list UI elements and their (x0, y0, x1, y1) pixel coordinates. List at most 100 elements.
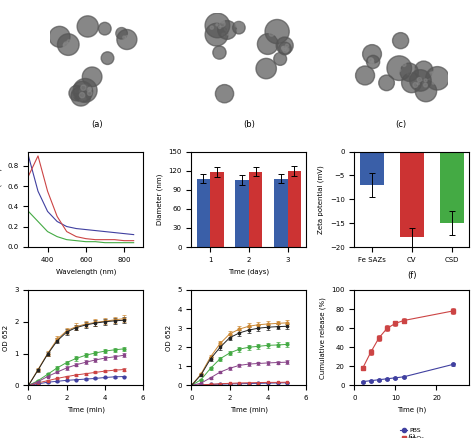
Circle shape (101, 28, 107, 33)
Circle shape (118, 32, 122, 35)
Circle shape (280, 33, 283, 36)
Circle shape (238, 25, 242, 29)
Circle shape (270, 45, 274, 49)
Text: (d): (d) (80, 311, 92, 321)
Circle shape (218, 21, 237, 39)
Circle shape (277, 35, 281, 38)
Y-axis label: OD 652: OD 652 (3, 325, 9, 351)
Circle shape (219, 51, 221, 53)
Circle shape (92, 79, 94, 81)
Circle shape (101, 30, 104, 33)
Circle shape (106, 54, 108, 57)
Circle shape (216, 24, 218, 26)
Circle shape (417, 78, 421, 82)
Circle shape (77, 88, 81, 92)
Circle shape (209, 32, 213, 36)
Circle shape (64, 42, 69, 47)
Circle shape (205, 23, 228, 46)
Circle shape (366, 78, 370, 81)
Circle shape (392, 32, 409, 49)
Legend: FeSAZs, CSD: FeSAZs, CSD (229, 300, 268, 319)
Circle shape (427, 84, 430, 88)
Circle shape (278, 57, 282, 60)
Circle shape (101, 52, 114, 64)
Circle shape (415, 80, 437, 102)
Circle shape (75, 88, 80, 93)
Circle shape (222, 95, 224, 97)
Circle shape (407, 85, 410, 88)
Circle shape (397, 37, 401, 41)
Circle shape (406, 66, 410, 70)
Circle shape (279, 47, 284, 52)
Circle shape (412, 67, 415, 71)
Circle shape (82, 67, 102, 87)
Circle shape (266, 65, 270, 70)
Circle shape (393, 65, 398, 70)
Circle shape (379, 75, 394, 91)
Circle shape (277, 24, 282, 28)
Circle shape (102, 55, 107, 60)
Bar (400, 152, 424, 237)
Circle shape (120, 40, 126, 46)
X-axis label: Time (days): Time (days) (228, 268, 269, 275)
Circle shape (228, 23, 233, 28)
Circle shape (408, 77, 414, 83)
Circle shape (107, 25, 109, 28)
Circle shape (428, 84, 434, 89)
Circle shape (414, 61, 433, 79)
Circle shape (94, 70, 99, 75)
Circle shape (82, 92, 86, 95)
Circle shape (72, 88, 76, 92)
Circle shape (261, 68, 264, 71)
Circle shape (127, 43, 129, 46)
Circle shape (87, 29, 93, 34)
Circle shape (215, 51, 220, 56)
Y-axis label: Cumulative release (%): Cumulative release (%) (319, 297, 326, 378)
Circle shape (277, 53, 282, 58)
Circle shape (385, 84, 388, 86)
Circle shape (407, 71, 411, 75)
Circle shape (388, 79, 390, 81)
Circle shape (407, 81, 410, 83)
Circle shape (387, 56, 411, 81)
Circle shape (383, 81, 389, 87)
Circle shape (88, 91, 92, 95)
Circle shape (81, 85, 86, 90)
Circle shape (91, 75, 93, 77)
Circle shape (216, 52, 219, 55)
Circle shape (117, 32, 122, 37)
Circle shape (262, 38, 265, 41)
Circle shape (72, 88, 76, 92)
Circle shape (279, 42, 291, 55)
Circle shape (79, 90, 82, 93)
Circle shape (397, 68, 401, 72)
Circle shape (401, 42, 404, 46)
Circle shape (106, 58, 111, 63)
Circle shape (276, 37, 293, 54)
Circle shape (59, 31, 63, 35)
Text: (b): (b) (243, 120, 255, 129)
Circle shape (76, 86, 79, 89)
Circle shape (72, 93, 75, 97)
Bar (235, 180, 249, 247)
Circle shape (103, 57, 106, 60)
Circle shape (80, 94, 84, 97)
Circle shape (88, 87, 91, 90)
X-axis label: Time (h): Time (h) (397, 407, 427, 413)
Bar (249, 172, 263, 247)
Circle shape (369, 51, 375, 57)
Circle shape (71, 86, 91, 106)
Circle shape (434, 78, 437, 81)
Circle shape (205, 13, 230, 38)
Circle shape (91, 73, 93, 75)
Circle shape (371, 61, 374, 64)
Circle shape (371, 54, 377, 60)
Circle shape (429, 72, 434, 76)
Circle shape (265, 19, 289, 44)
Circle shape (55, 36, 60, 41)
Circle shape (401, 73, 421, 93)
Circle shape (369, 61, 374, 67)
Circle shape (80, 99, 82, 102)
Circle shape (222, 33, 225, 36)
Circle shape (81, 95, 85, 100)
